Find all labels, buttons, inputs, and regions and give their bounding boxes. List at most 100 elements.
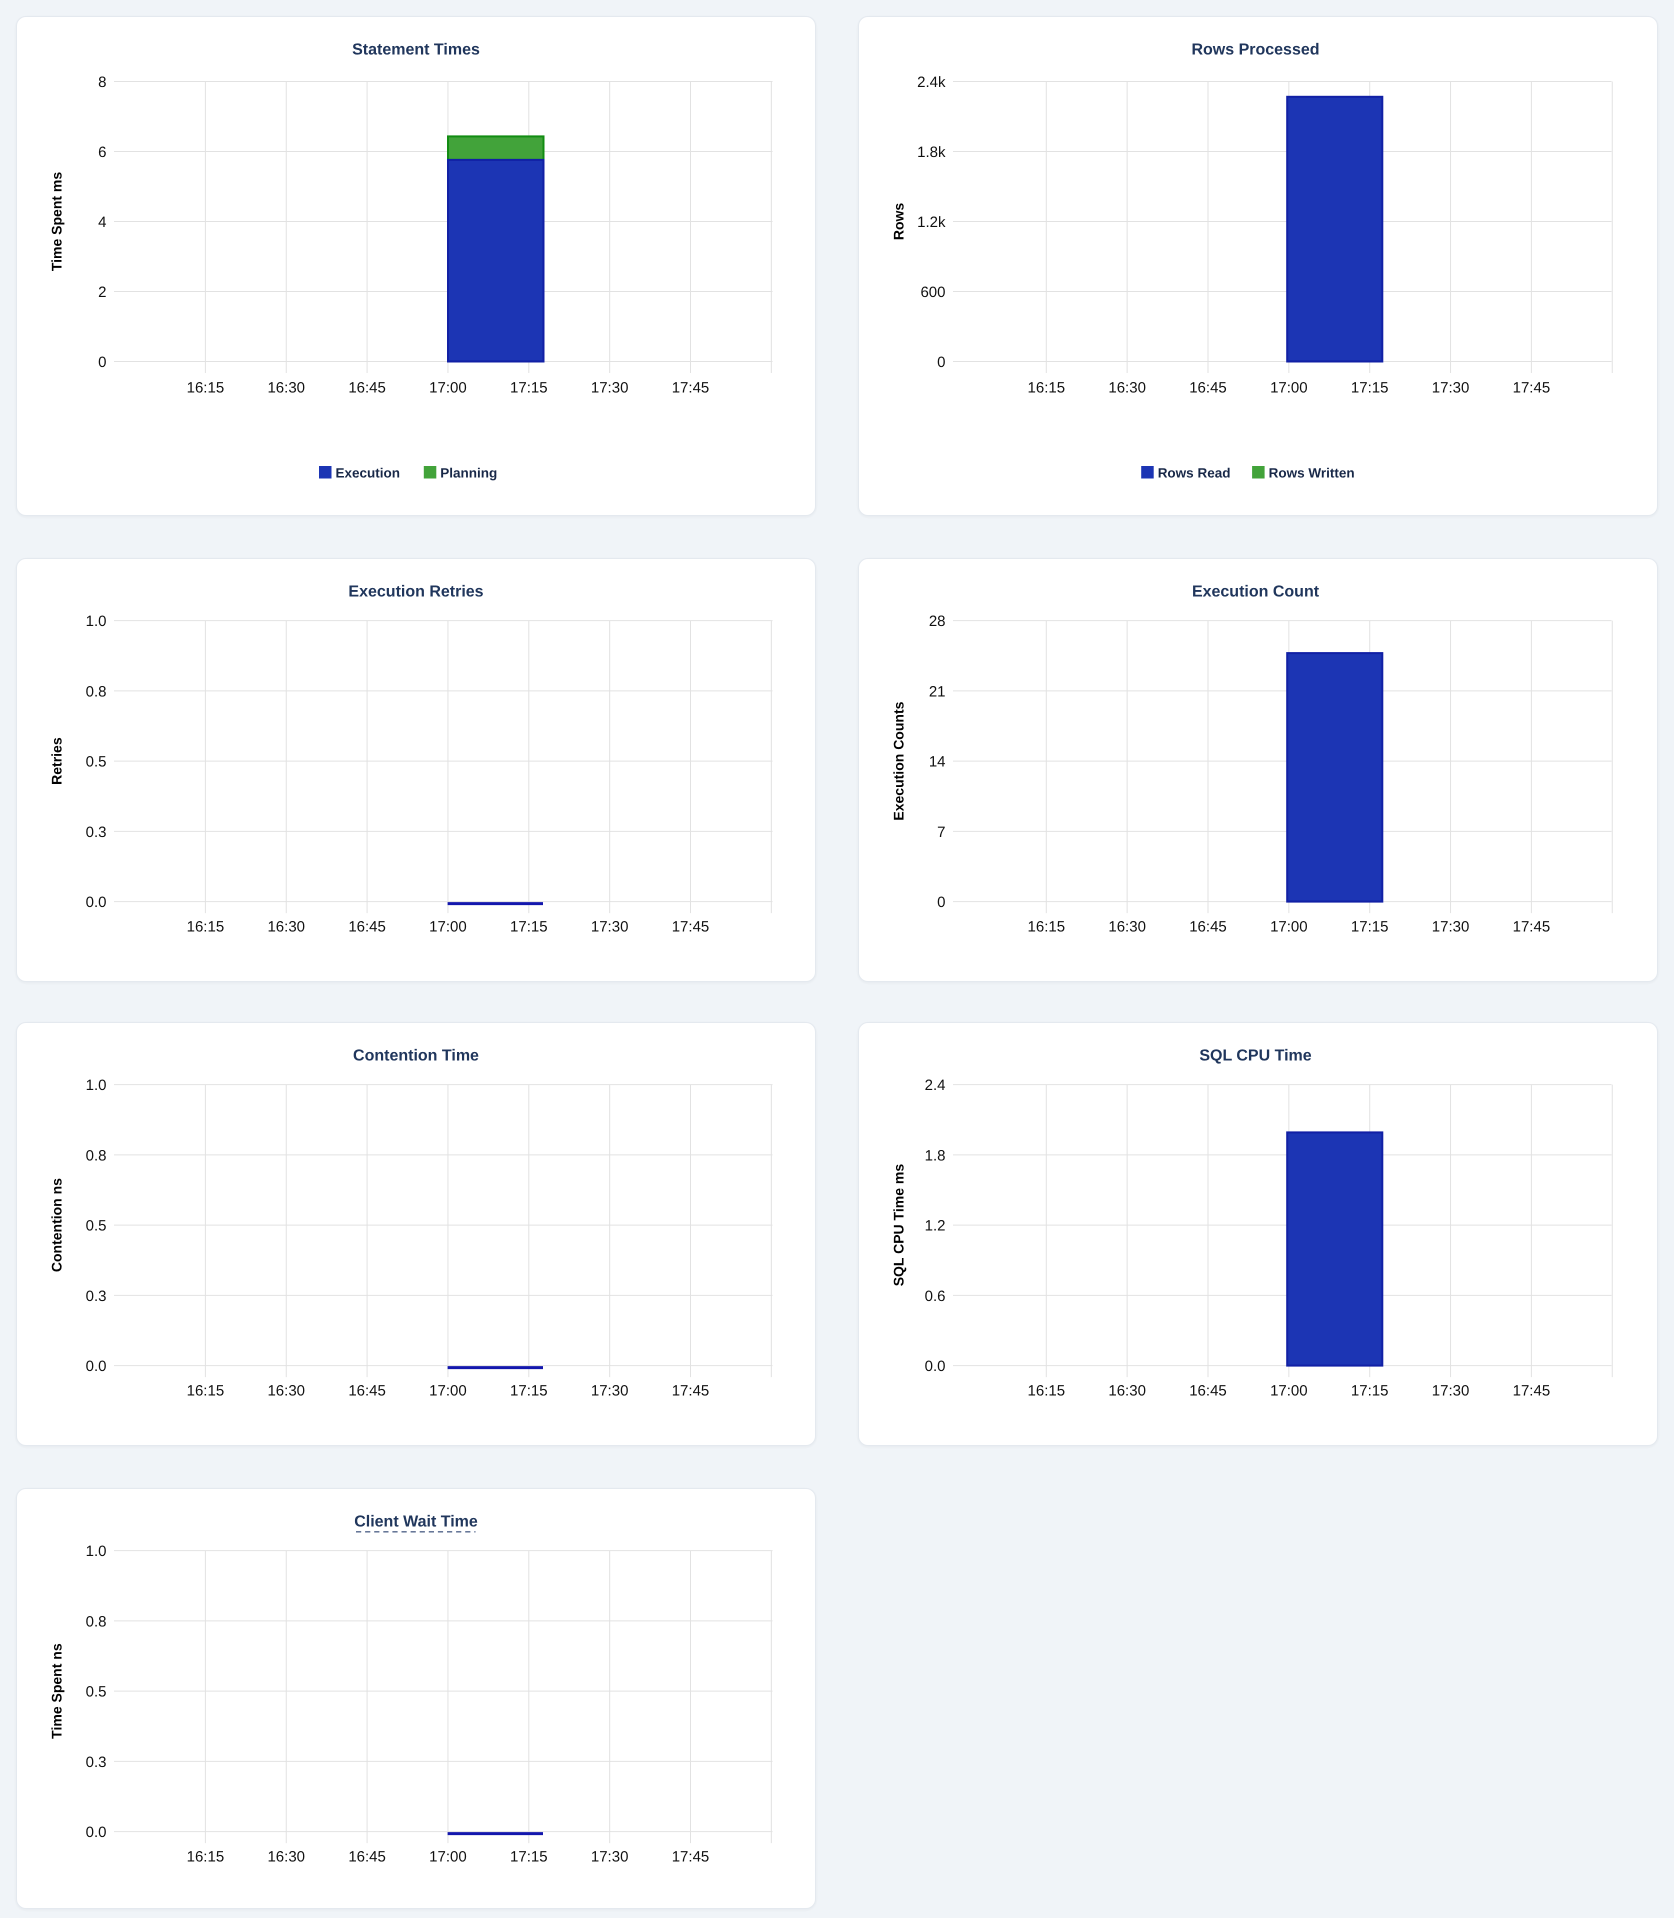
svg-text:0: 0	[937, 894, 945, 911]
svg-text:0.5: 0.5	[86, 1684, 107, 1701]
svg-text:Execution Retries: Execution Retries	[348, 584, 483, 601]
svg-text:17:15: 17:15	[510, 919, 548, 936]
svg-text:Client Wait Time: Client Wait Time	[354, 1514, 478, 1531]
svg-text:16:30: 16:30	[267, 1849, 305, 1866]
svg-text:16:30: 16:30	[267, 919, 305, 936]
svg-text:16:30: 16:30	[1108, 379, 1146, 396]
svg-text:1.0: 1.0	[86, 1077, 107, 1094]
svg-text:0.0: 0.0	[86, 1824, 107, 1841]
svg-text:0.8: 0.8	[86, 1613, 107, 1630]
svg-text:17:00: 17:00	[429, 379, 467, 396]
svg-text:Planning: Planning	[440, 465, 497, 480]
svg-text:Retries: Retries	[49, 737, 65, 785]
svg-text:16:45: 16:45	[348, 1849, 386, 1866]
svg-text:2: 2	[98, 284, 106, 301]
svg-text:600: 600	[920, 284, 945, 301]
svg-text:1.0: 1.0	[86, 613, 107, 630]
svg-text:0.0: 0.0	[86, 1358, 107, 1375]
svg-text:17:45: 17:45	[672, 1849, 710, 1866]
svg-text:17:15: 17:15	[1350, 379, 1388, 396]
svg-text:17:15: 17:15	[510, 1849, 548, 1866]
svg-text:0.5: 0.5	[86, 754, 107, 771]
svg-text:0.8: 0.8	[86, 1147, 107, 1164]
svg-text:16:45: 16:45	[348, 919, 386, 936]
svg-text:16:15: 16:15	[187, 919, 225, 936]
svg-text:16:15: 16:15	[1027, 379, 1065, 396]
svg-text:17:00: 17:00	[1270, 919, 1308, 936]
svg-text:0.8: 0.8	[86, 683, 107, 700]
svg-text:16:15: 16:15	[1027, 919, 1065, 936]
svg-text:16:30: 16:30	[1108, 1383, 1146, 1400]
svg-text:8: 8	[98, 74, 106, 91]
svg-text:0.0: 0.0	[86, 894, 107, 911]
svg-text:17:15: 17:15	[510, 1383, 548, 1400]
svg-text:17:00: 17:00	[1270, 1383, 1308, 1400]
svg-text:21: 21	[928, 683, 945, 700]
svg-text:28: 28	[928, 613, 945, 630]
svg-text:Rows Written: Rows Written	[1268, 465, 1354, 480]
svg-text:0.0: 0.0	[924, 1358, 945, 1375]
svg-text:17:30: 17:30	[591, 919, 629, 936]
svg-text:0.3: 0.3	[86, 1754, 107, 1771]
svg-text:0: 0	[98, 354, 106, 371]
svg-text:Time Spent ms: Time Spent ms	[49, 171, 65, 271]
svg-text:16:45: 16:45	[1189, 379, 1227, 396]
svg-text:1.2: 1.2	[924, 1218, 945, 1235]
svg-text:16:15: 16:15	[187, 379, 225, 396]
svg-text:17:30: 17:30	[591, 1849, 629, 1866]
svg-text:1.2k: 1.2k	[917, 214, 946, 231]
svg-text:17:15: 17:15	[510, 379, 548, 396]
svg-text:Contention Time: Contention Time	[353, 1048, 479, 1065]
svg-text:16:30: 16:30	[267, 1383, 305, 1400]
svg-text:17:00: 17:00	[429, 1383, 467, 1400]
svg-text:0.5: 0.5	[86, 1218, 107, 1235]
svg-text:6: 6	[98, 144, 106, 161]
svg-text:17:30: 17:30	[1431, 379, 1469, 396]
svg-text:0: 0	[937, 354, 945, 371]
svg-text:1.8: 1.8	[924, 1147, 945, 1164]
svg-text:17:30: 17:30	[1431, 919, 1469, 936]
svg-text:16:45: 16:45	[1189, 1383, 1227, 1400]
svg-text:16:45: 16:45	[1189, 919, 1227, 936]
svg-text:Execution Count: Execution Count	[1191, 584, 1319, 601]
svg-text:17:45: 17:45	[1512, 919, 1550, 936]
svg-text:Execution: Execution	[336, 465, 401, 480]
svg-text:17:45: 17:45	[672, 1383, 710, 1400]
svg-text:17:00: 17:00	[429, 1849, 467, 1866]
svg-text:4: 4	[98, 214, 106, 231]
svg-text:16:15: 16:15	[187, 1383, 225, 1400]
svg-text:Statement Times: Statement Times	[352, 41, 480, 58]
svg-text:16:15: 16:15	[187, 1849, 225, 1866]
svg-text:16:45: 16:45	[348, 1383, 386, 1400]
svg-text:7: 7	[937, 824, 945, 841]
svg-text:Rows: Rows	[890, 202, 906, 240]
svg-text:SQL CPU Time: SQL CPU Time	[1199, 1048, 1311, 1065]
svg-text:2.4: 2.4	[924, 1077, 945, 1094]
svg-text:16:30: 16:30	[267, 379, 305, 396]
svg-text:17:30: 17:30	[591, 379, 629, 396]
svg-text:17:30: 17:30	[591, 1383, 629, 1400]
svg-text:17:30: 17:30	[1431, 1383, 1469, 1400]
svg-text:17:45: 17:45	[672, 379, 710, 396]
svg-text:Rows Processed: Rows Processed	[1191, 41, 1319, 58]
svg-text:1.0: 1.0	[86, 1543, 107, 1560]
svg-text:17:45: 17:45	[672, 919, 710, 936]
svg-text:Time Spent ns: Time Spent ns	[49, 1643, 65, 1739]
svg-text:0.6: 0.6	[924, 1288, 945, 1305]
svg-text:16:30: 16:30	[1108, 919, 1146, 936]
svg-text:17:45: 17:45	[1512, 1383, 1550, 1400]
svg-text:SQL CPU Time ms: SQL CPU Time ms	[890, 1164, 906, 1287]
svg-text:17:15: 17:15	[1350, 919, 1388, 936]
svg-text:14: 14	[928, 754, 945, 771]
svg-text:17:15: 17:15	[1350, 1383, 1388, 1400]
svg-text:Execution Counts: Execution Counts	[890, 701, 906, 820]
svg-text:2.4k: 2.4k	[917, 74, 946, 91]
svg-text:17:00: 17:00	[1270, 379, 1308, 396]
svg-text:16:15: 16:15	[1027, 1383, 1065, 1400]
svg-text:0.3: 0.3	[86, 824, 107, 841]
svg-text:Contention ns: Contention ns	[49, 1178, 65, 1272]
svg-text:Rows Read: Rows Read	[1157, 465, 1230, 480]
svg-text:1.8k: 1.8k	[917, 144, 946, 161]
svg-text:16:45: 16:45	[348, 379, 386, 396]
svg-text:17:00: 17:00	[429, 919, 467, 936]
